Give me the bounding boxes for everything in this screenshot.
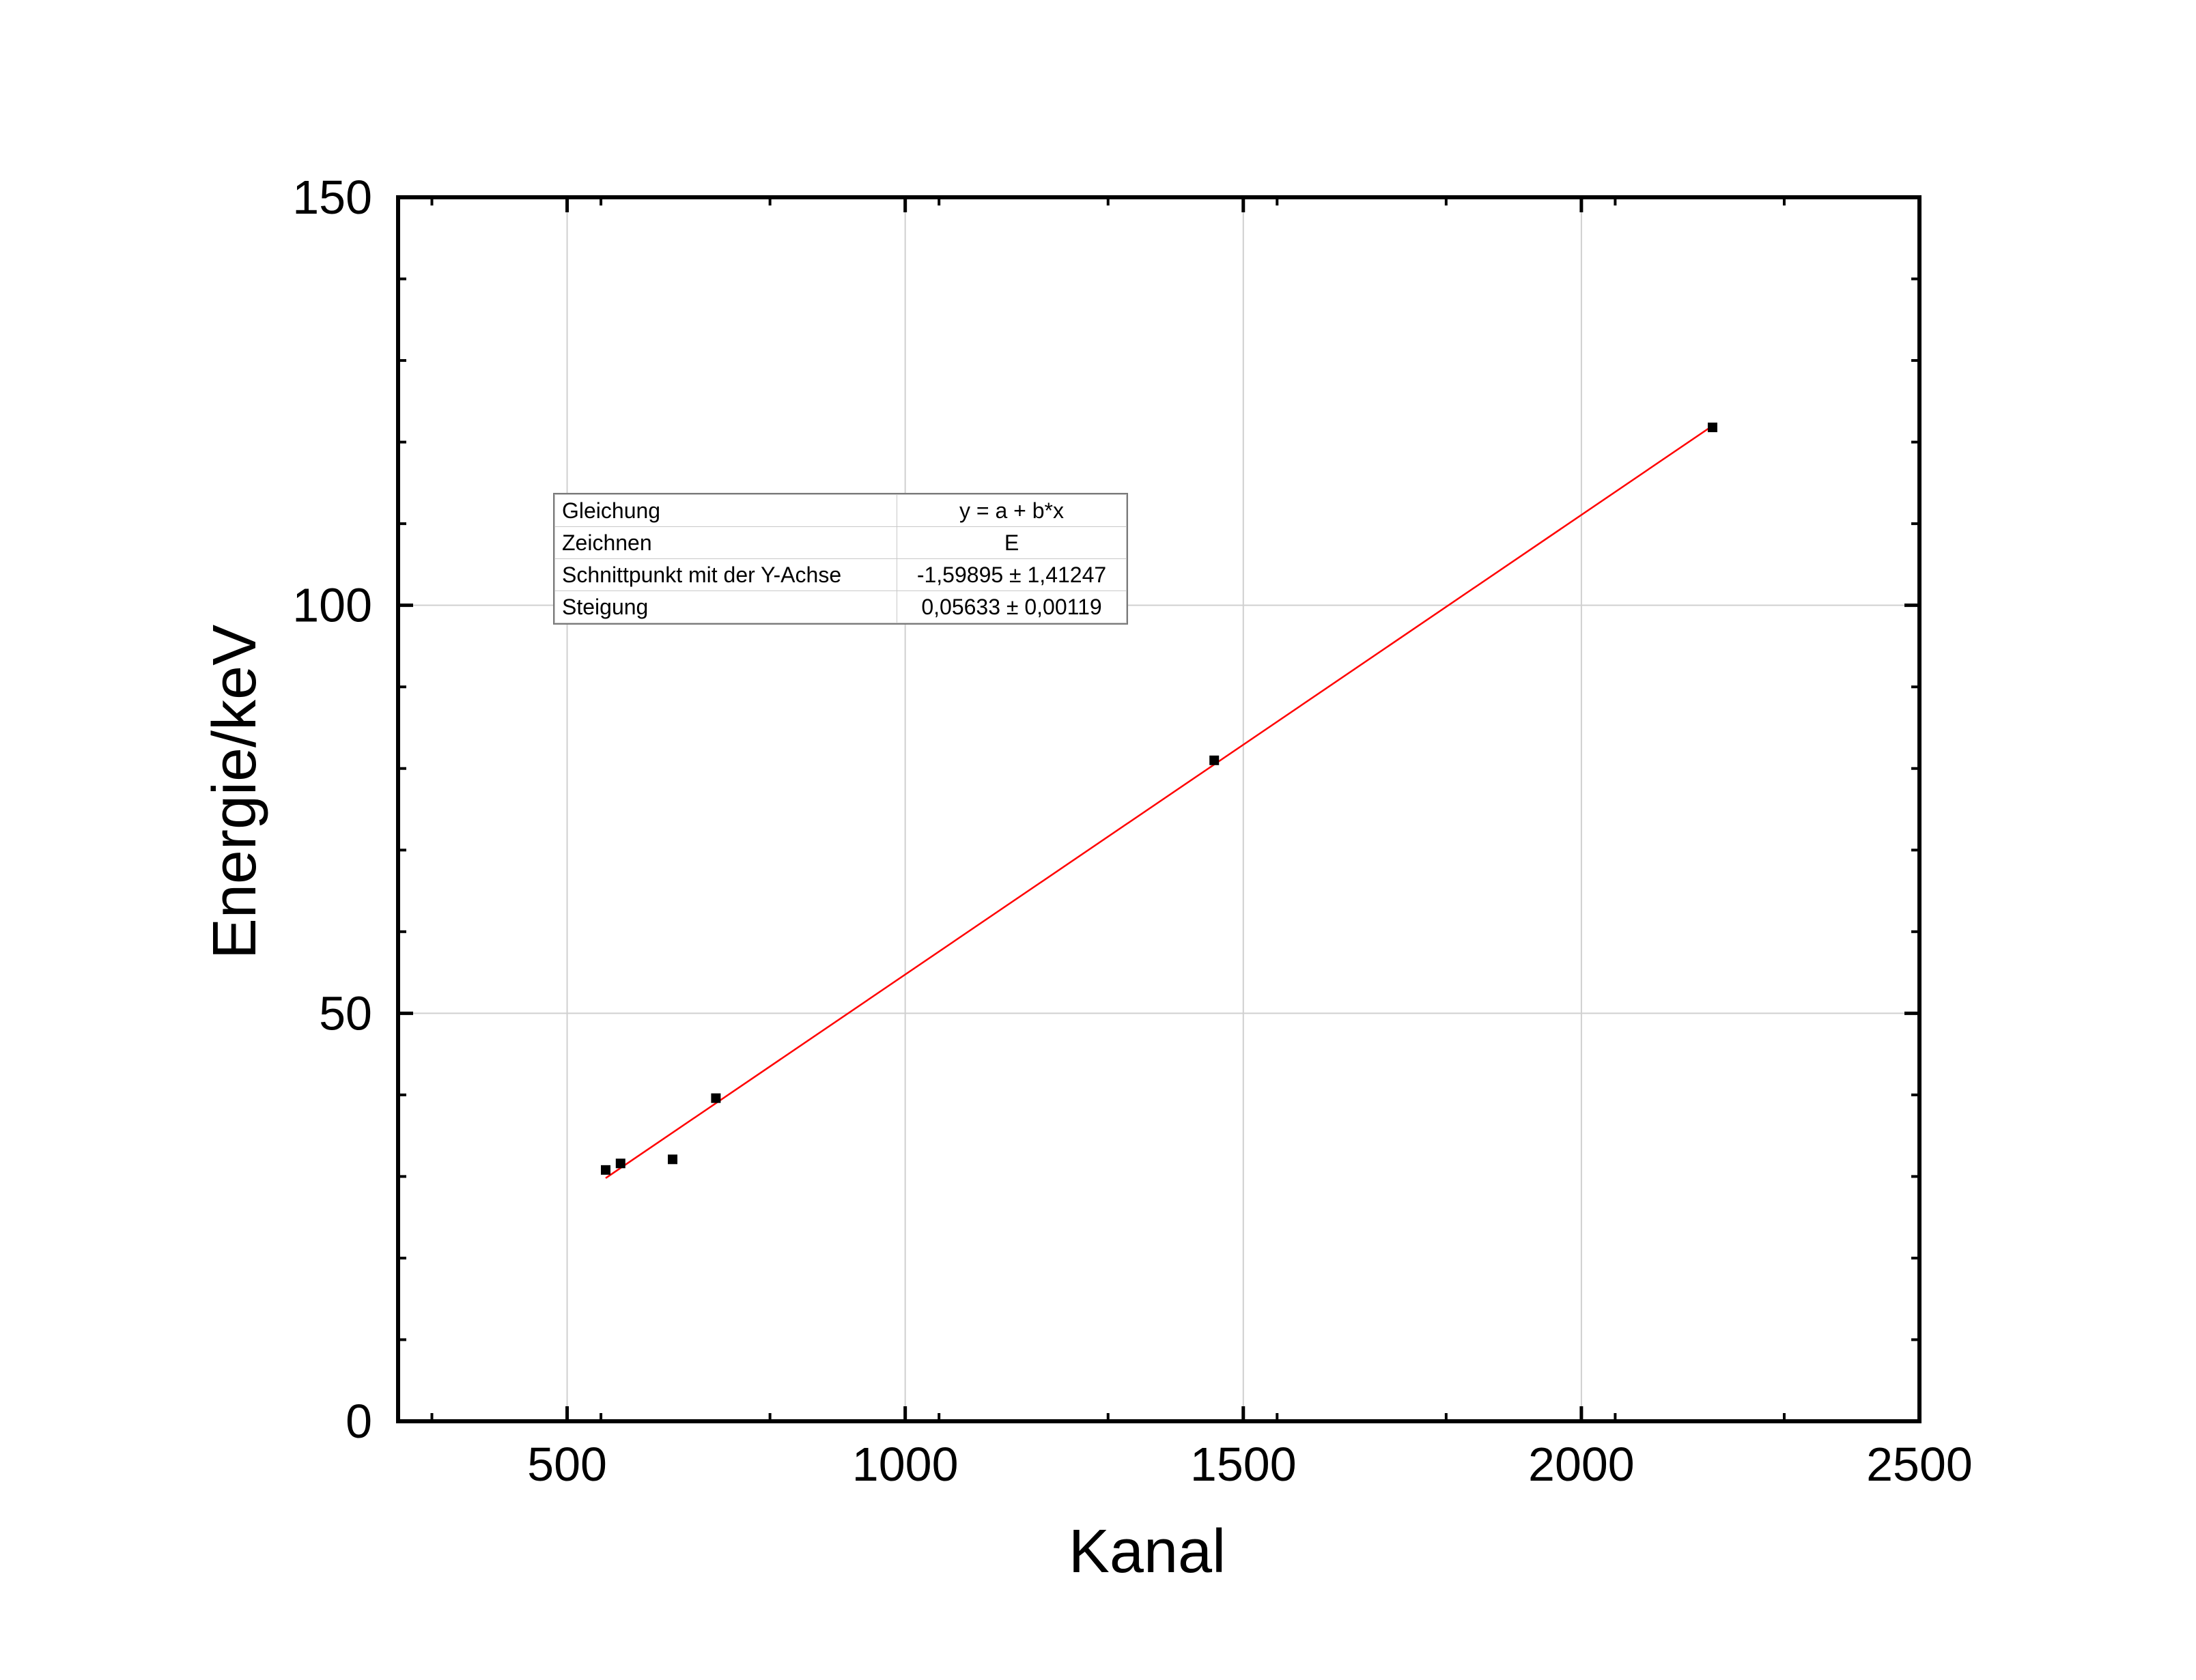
fit-label-equation: Gleichung — [554, 494, 897, 527]
y-tick-label: 150 — [292, 171, 372, 224]
y-tick-label: 0 — [346, 1395, 372, 1448]
fit-label-intercept: Schnittpunkt mit der Y-Achse — [554, 558, 897, 591]
y-tick-label: 100 — [292, 579, 372, 632]
data-point — [600, 1165, 610, 1175]
fit-value-plot: E — [897, 526, 1127, 559]
table-row: Schnittpunkt mit der Y-Achse -1,59895 ± … — [554, 558, 1127, 591]
data-points — [600, 423, 1717, 1175]
fit-value-equation: y = a + b*x — [897, 494, 1127, 527]
y-tick-label: 50 — [319, 986, 372, 1040]
grid-lines — [398, 197, 1919, 1421]
fit-line — [605, 425, 1713, 1179]
fit-results-table: Gleichung y = a + b*x Zeichnen E Schnitt… — [553, 493, 1128, 625]
x-tick-label: 2000 — [1528, 1438, 1635, 1491]
data-point — [711, 1093, 721, 1103]
data-point — [1707, 423, 1717, 433]
data-point — [668, 1154, 678, 1165]
axis-ticks — [398, 195, 1922, 1423]
x-tick-label: 2500 — [1866, 1438, 1973, 1491]
table-row: Gleichung y = a + b*x — [554, 494, 1127, 527]
table-row: Steigung 0,05633 ± 0,00119 — [554, 590, 1127, 623]
data-point — [1209, 755, 1220, 765]
tick-labels: 500 1000 1500 2000 2500 0 50 100 150 — [292, 171, 1973, 1491]
fit-value-intercept: -1,59895 ± 1,41247 — [897, 558, 1127, 591]
x-tick-label: 1500 — [1190, 1438, 1297, 1491]
y-axis-label: Energie/keV — [201, 625, 269, 959]
table-row: Zeichnen E — [554, 526, 1127, 559]
fit-label-slope: Steigung — [554, 590, 897, 623]
x-axis-label: Kanal — [1069, 1518, 1226, 1586]
data-point — [615, 1158, 625, 1169]
fit-label-plot: Zeichnen — [554, 526, 897, 559]
fit-value-slope: 0,05633 ± 0,00119 — [897, 590, 1127, 623]
plot-frame — [396, 195, 1922, 1423]
x-tick-label: 1000 — [852, 1438, 959, 1491]
x-tick-label: 500 — [527, 1438, 607, 1491]
